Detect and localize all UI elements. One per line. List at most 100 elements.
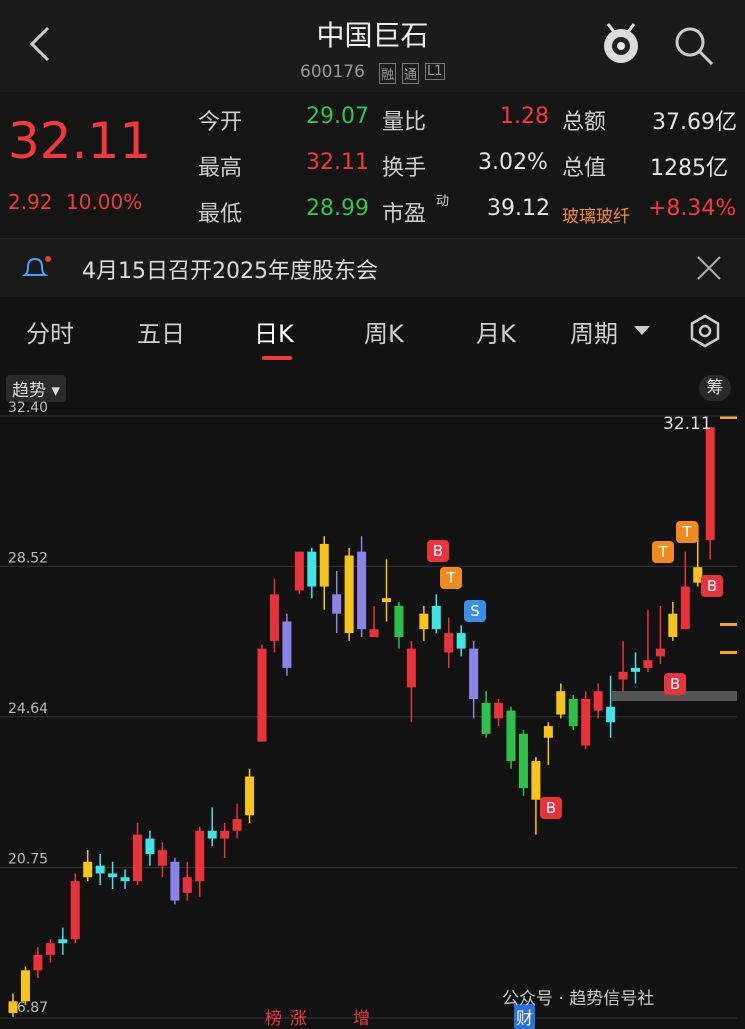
chip-button[interactable]: 筹	[699, 375, 731, 401]
signal-marker[interactable]: B	[427, 540, 449, 562]
stat-value: 29.07	[306, 104, 369, 129]
candle-body	[581, 698, 591, 746]
candle-body	[108, 873, 118, 878]
search-button[interactable]	[672, 24, 716, 68]
candle-body	[58, 939, 68, 944]
candle-body	[668, 613, 678, 637]
candle-body	[220, 830, 230, 839]
candle-body	[145, 838, 155, 855]
stat-label: 市盈	[382, 202, 427, 227]
candlestick-chart: 32.40 28.52 24.64 20.75 16.87	[0, 400, 737, 1019]
candle-body	[282, 621, 292, 668]
event-tag[interactable]: 涨	[290, 1009, 307, 1029]
candle-body	[705, 427, 715, 541]
candle-body	[419, 613, 429, 630]
price: 32.11	[8, 112, 152, 170]
sector-name[interactable]: 玻璃玻纤	[562, 207, 630, 227]
candle-body	[33, 954, 43, 971]
tab[interactable]: 分时	[26, 320, 74, 348]
candle-body	[170, 861, 180, 901]
candle-body	[45, 943, 55, 955]
header: 中国巨石 600176 融 通 L1	[0, 0, 745, 92]
candle-body	[257, 648, 267, 742]
signal-marker[interactable]: B	[664, 673, 686, 695]
candle-body	[655, 648, 665, 657]
candle-body	[8, 1001, 18, 1013]
tab[interactable]: 五日	[137, 320, 185, 348]
indicator-label: 趋势	[12, 381, 46, 401]
chip-marker	[720, 651, 737, 654]
y-tick-label: 32.40	[8, 400, 48, 416]
signal-marker[interactable]: B	[701, 575, 723, 597]
stat-label: 最高	[198, 156, 243, 181]
candle-body	[531, 760, 541, 800]
candle-body	[157, 850, 167, 866]
notice-text: 4月15日召开2025年度股东会	[82, 259, 378, 284]
candle-body	[556, 691, 566, 715]
tab[interactable]: 周K	[364, 320, 404, 348]
badge: L1	[425, 63, 445, 80]
tab-active[interactable]: 日K	[254, 320, 294, 348]
candle-body	[494, 702, 504, 719]
bell-icon	[21, 256, 51, 276]
candle-body	[431, 605, 441, 630]
candle-body	[344, 555, 354, 634]
candle-body	[444, 633, 454, 653]
tab-indicator	[262, 356, 292, 360]
candle-body	[245, 776, 255, 816]
candle-body	[83, 861, 93, 878]
signal-marker[interactable]: S	[464, 600, 486, 622]
candle-body	[631, 667, 640, 672]
stat-value: 3.02%	[478, 150, 548, 175]
mascot-icon[interactable]	[598, 20, 644, 68]
change-pct: 10.00%	[66, 190, 143, 214]
y-tick-label: 20.75	[8, 852, 48, 868]
stat-label: 量比	[382, 110, 427, 135]
notice-bar[interactable]: 4月15日召开2025年度股东会	[0, 238, 745, 297]
chip-marker	[720, 623, 737, 626]
signal-marker[interactable]: B	[540, 797, 562, 819]
stat-value: 39.12	[487, 196, 550, 221]
candle-body	[369, 629, 379, 637]
stock-code: 600176	[300, 62, 365, 82]
indicator-select[interactable]: 趋势 ▾	[6, 375, 66, 402]
candle-body	[481, 702, 491, 734]
stat-value: 1.28	[500, 104, 549, 129]
stat-label: 总额	[562, 110, 607, 135]
stat-label: 换手	[382, 156, 427, 181]
event-tag[interactable]: 榜	[265, 1009, 282, 1029]
signal-marker[interactable]: T	[652, 541, 674, 563]
candle-body	[568, 698, 578, 727]
stat-label: 总值	[562, 156, 607, 181]
back-button[interactable]	[26, 24, 56, 64]
candle-body	[232, 819, 242, 831]
candle-body	[207, 830, 217, 839]
settings-button[interactable]	[688, 314, 722, 348]
stat-value: +8.34%	[648, 196, 737, 221]
stat-label: 最低	[198, 202, 243, 227]
candle-body	[518, 733, 528, 789]
signal-marker[interactable]: T	[676, 521, 698, 543]
event-tag[interactable]: 增	[353, 1009, 370, 1029]
y-tick-label: 28.52	[8, 550, 48, 566]
candle-body	[469, 648, 479, 699]
stat-value: 28.99	[306, 196, 369, 221]
stat-label: 今开	[198, 110, 243, 135]
tab[interactable]: 周期	[570, 320, 618, 348]
y-tick-label: 24.64	[8, 701, 48, 717]
candle-body	[643, 660, 653, 668]
candle-body	[680, 586, 690, 630]
badge: 融	[379, 63, 397, 84]
candle-body	[294, 551, 304, 591]
candle-body	[95, 865, 105, 874]
candle-body	[394, 605, 404, 637]
close-button[interactable]	[696, 255, 722, 281]
dropdown-arrow	[634, 326, 650, 335]
tab[interactable]: 月K	[476, 320, 516, 348]
pe-sup: 动	[436, 194, 450, 209]
candle-body	[307, 551, 317, 587]
candle-body	[120, 877, 130, 882]
candle-body	[357, 551, 367, 630]
signal-marker[interactable]: T	[440, 567, 462, 589]
